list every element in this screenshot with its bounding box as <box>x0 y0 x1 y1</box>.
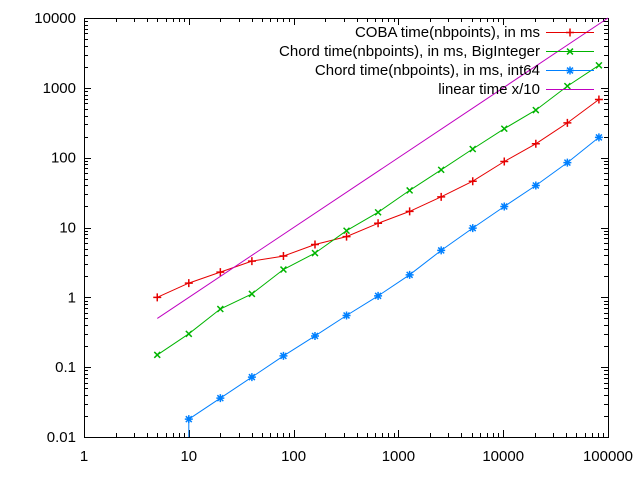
series-2-line <box>188 137 600 437</box>
legend-label-chord-int64: Chord time(nbpoints), in ms, int64 <box>314 62 540 79</box>
y-tick-label: 1000 <box>43 80 76 97</box>
series-2-markers <box>184 133 603 424</box>
x-tick-label: 10 <box>180 448 197 465</box>
legend-swatch-magenta-line-icon <box>546 89 594 90</box>
y-tick-label: 10000 <box>34 10 76 27</box>
legend-swatch-green-cross-icon <box>546 48 594 55</box>
legend-item-chord-int64: Chord time(nbpoints), in ms, int64 <box>279 61 594 80</box>
legend-item-linear-time: linear time x/10 <box>279 80 594 99</box>
y-tick-label: 0.01 <box>47 429 76 446</box>
series-3 <box>157 17 609 319</box>
series-1-markers <box>153 61 603 359</box>
y-tick-label: 0.1 <box>55 359 76 376</box>
series-2 <box>184 133 603 437</box>
x-tick-label: 100 <box>281 448 306 465</box>
plot-border <box>84 18 609 438</box>
x-tick-label: 1 <box>80 448 88 465</box>
y-tick-label: 100 <box>51 150 76 167</box>
legend-label-coba: COBA time(nbpoints), in ms <box>354 24 540 41</box>
x-axis-tick-labels: 1 10 100 1000 10000 100000 <box>80 448 633 465</box>
y-tick-label: 10 <box>59 220 76 237</box>
legend-label-chord-biginteger: Chord time(nbpoints), in ms, BigInteger <box>279 43 540 60</box>
legend-item-coba: COBA time(nbpoints), in ms <box>279 23 594 42</box>
series-0 <box>153 95 603 302</box>
axis-ticks <box>84 18 609 438</box>
series-1 <box>153 61 603 359</box>
legend-swatch-blue-asterisk-icon <box>546 66 594 75</box>
x-tick-label: 10000 <box>482 448 524 465</box>
series-3-line <box>157 17 609 319</box>
legend-swatch-red-plus-icon <box>546 28 594 37</box>
x-tick-label: 100000 <box>583 448 633 465</box>
legend-label-linear-time: linear time x/10 <box>438 81 540 98</box>
y-axis-tick-labels: 0.01 0.1 1 10 100 1000 10000 <box>34 10 76 446</box>
series-0-markers <box>153 95 603 302</box>
y-tick-label: 1 <box>68 289 76 306</box>
legend-item-chord-biginteger: Chord time(nbpoints), in ms, BigInteger <box>279 42 594 61</box>
chart-legend: COBA time(nbpoints), in ms Chord time(nb… <box>279 23 594 99</box>
x-tick-label: 1000 <box>382 448 415 465</box>
series-0-line <box>157 99 600 298</box>
